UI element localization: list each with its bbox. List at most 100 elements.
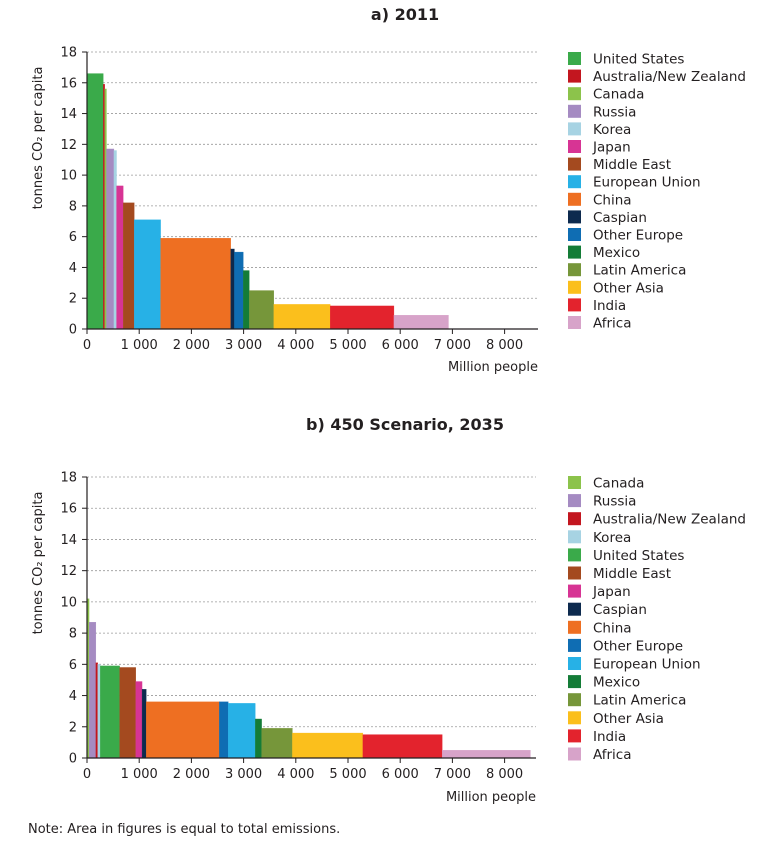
legend-label-russia: Russia (593, 494, 636, 510)
legend-label-canada: Canada (593, 87, 644, 103)
chart-title: b) 450 Scenario, 2035 (306, 415, 504, 434)
legend-label-other-asia: Other Asia (593, 711, 664, 727)
legend-swatch-russia (568, 104, 581, 118)
legend-swatch-united-states (568, 52, 581, 65)
legend-label-india: India (593, 298, 626, 314)
legend-label-caspian: Caspian (593, 210, 647, 226)
bar-mexico (243, 270, 250, 330)
legend-label-korea: Korea (593, 530, 631, 546)
y-tick-label: 14 (60, 107, 77, 122)
x-tick-label: 0 (83, 767, 91, 782)
bar-united-states (100, 665, 120, 759)
legend-swatch-india (568, 298, 581, 312)
legend-label-mexico: Mexico (593, 675, 640, 691)
y-tick-label: 2 (69, 292, 77, 307)
legend-swatch-other-europe (568, 228, 581, 241)
bar-latin-america (261, 728, 293, 759)
x-axis-label: Million people (446, 790, 536, 805)
bar-australia-new-zealand (103, 84, 105, 330)
bar-middle-east (119, 667, 136, 759)
legend-swatch-australia-new-zealand (568, 69, 581, 83)
bar-european-union (228, 703, 256, 759)
legend-swatch-other-asia (568, 280, 581, 294)
legend-label-united-states: United States (593, 548, 684, 564)
legend-swatch-africa (568, 316, 581, 329)
x-tick-label: 6 000 (382, 767, 419, 782)
x-tick-label: 6 000 (382, 338, 419, 353)
legend-swatch-australia-new-zealand (568, 512, 581, 526)
legend-swatch-caspian (568, 602, 581, 616)
y-tick-label: 12 (60, 564, 77, 579)
x-tick-label: 1 000 (121, 767, 158, 782)
bar-india (330, 305, 395, 330)
bar-china (160, 238, 231, 330)
legend-label-latin-america: Latin America (593, 693, 686, 709)
y-tick-label: 8 (69, 199, 77, 214)
bar-caspian (141, 689, 147, 759)
bar-canada (104, 88, 107, 330)
y-tick-label: 6 (69, 658, 77, 673)
legend-label-caspian: Caspian (593, 602, 647, 618)
x-tick-label: 7 000 (434, 338, 471, 353)
x-tick-label: 3 000 (225, 338, 262, 353)
x-tick-label: 5 000 (329, 767, 366, 782)
bar-russia (88, 622, 97, 759)
x-axis-label: Million people (448, 360, 538, 375)
legend-swatch-middle-east (568, 157, 581, 171)
x-tick-label: 5 000 (329, 338, 366, 353)
x-tick-label: 4 000 (277, 767, 314, 782)
legend-swatch-china (568, 192, 581, 206)
y-tick-label: 6 (69, 230, 77, 245)
chart-panel-b: b) 450 Scenario, 2035 0 2 4 6 8 10 12 14 16 18 0 1 0… (31, 415, 746, 805)
bar-africa (442, 750, 531, 759)
y-tick-label: 16 (60, 76, 77, 91)
y-tick-label: 18 (60, 46, 77, 61)
legend-swatch-united-states (568, 548, 581, 562)
bar-other-asia (292, 732, 364, 759)
legend-label-korea: Korea (593, 122, 631, 138)
legend-swatch-other-asia (568, 711, 581, 725)
legend-label-other-asia: Other Asia (593, 280, 664, 296)
y-tick-label: 8 (69, 627, 77, 642)
legend-label-australia-new-zealand: Australia/New Zealand (593, 512, 746, 528)
x-tick-label: 8 000 (486, 767, 523, 782)
legend-swatch-european-union (568, 175, 581, 189)
y-tick-label: 12 (60, 138, 77, 153)
bar-india (362, 734, 443, 759)
legend-swatch-other-europe (568, 638, 581, 652)
legend-label-middle-east: Middle East (593, 157, 671, 173)
x-tick-label: 0 (83, 338, 91, 353)
legend-swatch-caspian (568, 210, 581, 224)
y-tick-label: 0 (69, 752, 77, 767)
bar-korea (97, 664, 101, 759)
legend-label-european-union: European Union (593, 657, 701, 673)
y-tick-label: 10 (60, 595, 77, 610)
y-axis-label: tonnes CO₂ per capita (31, 67, 46, 210)
chart-panel-a: a) 2011 0 2 4 6 8 10 12 14 16 18 0 1 000 2 000 3 000 4 … (31, 5, 746, 375)
x-tick-label: 4 000 (277, 338, 314, 353)
legend-label-japan: Japan (592, 584, 631, 600)
legend-label-other-europe: Other Europe (593, 638, 683, 654)
legend-label-japan: Japan (592, 140, 631, 156)
bar-russia (106, 148, 115, 330)
x-tick-label: 8 000 (486, 338, 523, 353)
bar-other-europe (219, 701, 229, 759)
legend-swatch-japan (568, 140, 581, 153)
legend-label-mexico: Mexico (593, 245, 640, 261)
bar-africa (393, 314, 449, 330)
legend-swatch-latin-america (568, 693, 581, 707)
legend-swatch-mexico (568, 245, 581, 259)
y-tick-label: 18 (60, 471, 77, 486)
legend-swatch-korea (568, 122, 581, 136)
y-tick-label: 0 (69, 323, 77, 338)
y-tick-label: 10 (60, 169, 77, 184)
legend-label-other-europe: Other Europe (593, 228, 683, 244)
legend-swatch-japan (568, 584, 581, 598)
legend-label-latin-america: Latin America (593, 263, 686, 279)
bar-latin-america (249, 290, 274, 330)
legend-label-china: China (593, 192, 632, 208)
legend-swatch-latin-america (568, 263, 581, 277)
legend-swatch-korea (568, 530, 581, 544)
legend-swatch-european-union (568, 657, 581, 670)
legend-swatch-canada (568, 87, 581, 101)
